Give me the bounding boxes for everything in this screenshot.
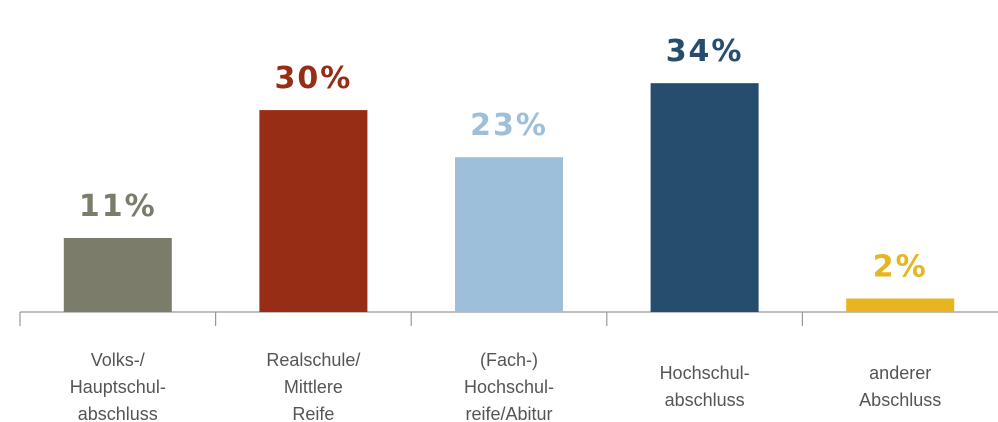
value-label: 2% [873,250,928,285]
bar [63,237,172,312]
category-label: Hauptschul- [70,377,166,397]
category-label: anderer [869,363,931,383]
value-label: 23% [470,108,548,143]
bar [650,83,759,313]
category-label: Abschluss [859,390,941,410]
category-label: reife/Abitur [465,404,552,422]
category-label: Hochschul- [660,363,750,383]
category-label: Realschule/ [266,350,360,370]
category-label: Volks-/ [91,350,145,370]
category-label: Reife [292,404,334,422]
bar [846,298,955,312]
category-label: abschluss [665,390,745,410]
category-label: abschluss [78,404,158,422]
value-label: 34% [666,34,744,69]
bar [259,110,368,312]
value-label: 30% [274,61,352,96]
category-label: Mittlere [284,377,343,397]
bar [455,157,563,312]
category-label: Hochschul- [464,377,554,397]
category-label: (Fach-) [480,350,538,370]
value-label: 11% [79,189,157,224]
